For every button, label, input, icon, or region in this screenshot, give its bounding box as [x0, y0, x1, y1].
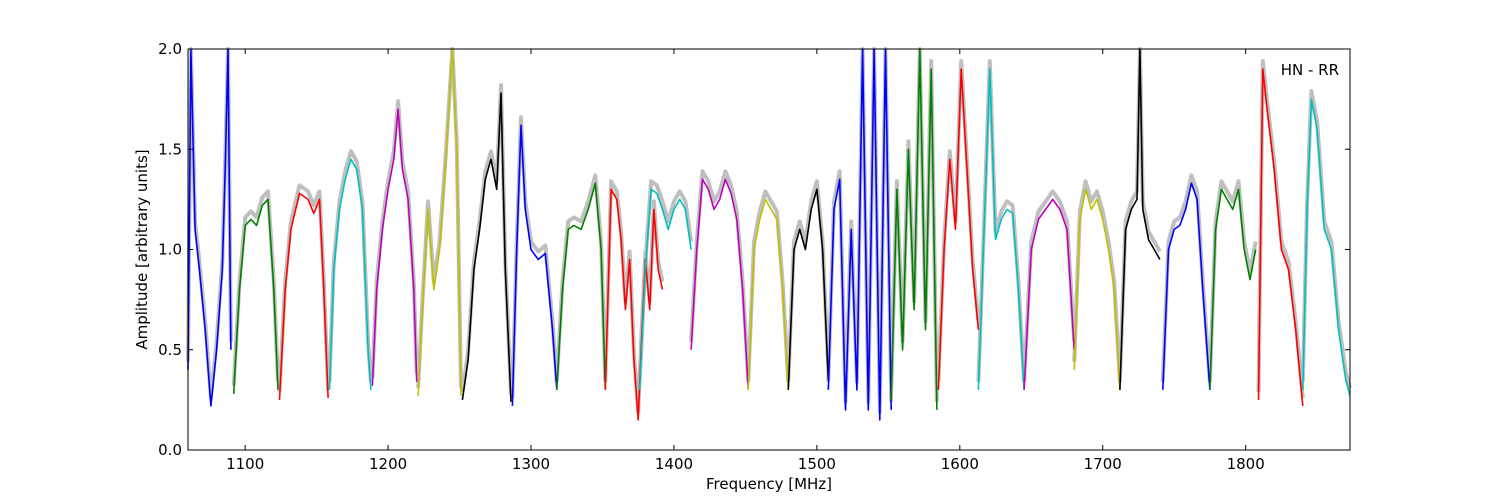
- y-tick-label-1.0: 1.0: [158, 241, 182, 259]
- plot-frame: [187, 48, 1351, 451]
- background-series-line-14: [786, 179, 831, 382]
- x-tick-label-1600: 1600: [941, 455, 979, 473]
- series-segment-line-15: [827, 48, 892, 421]
- background-series-line-23: [1207, 179, 1258, 382]
- background-series-line-24: [1256, 59, 1305, 399]
- plot-annotation: HN - RR: [1281, 61, 1339, 79]
- background-series-line-20: [1072, 179, 1122, 382]
- y-tick-label-0.5: 0.5: [158, 341, 182, 359]
- series-segment-line-16: [890, 48, 938, 410]
- y-tick-label-0.0: 0.0: [158, 441, 182, 459]
- x-axis-label: Frequency [MHz]: [706, 475, 832, 493]
- background-series-line-12: [689, 169, 751, 382]
- series-segment-line-12: [690, 178, 750, 390]
- series-segment-line-24: [1257, 68, 1304, 406]
- series-segment-line-22: [1162, 182, 1211, 390]
- y-tick-label-1.5: 1.5: [158, 140, 182, 158]
- x-tick-label-1200: 1200: [369, 455, 407, 473]
- series-segment-line-10: [604, 188, 664, 421]
- series-segment-line-2: [232, 198, 279, 394]
- background-series-line-19: [1022, 189, 1077, 382]
- series-layer: [187, 48, 1351, 421]
- x-tick-label-1400: 1400: [655, 455, 693, 473]
- series-segment-line-9: [556, 182, 607, 390]
- series-segment-line-13: [747, 198, 790, 390]
- series-segment-line-14: [787, 188, 830, 390]
- series-segment-line-5: [371, 108, 418, 386]
- series-segment-line-25: [1302, 98, 1351, 397]
- series-segment-line-18: [977, 68, 1025, 390]
- series-segment-line-11: [638, 188, 692, 390]
- background-series-layer: [186, 47, 1352, 414]
- x-tick-label-1800: 1800: [1227, 455, 1265, 473]
- y-axis-ticks: 0.0 0.5 1.0 1.5 2.0: [158, 40, 1350, 459]
- series-segment-line-1: [187, 48, 232, 407]
- series-segment-line-6: [417, 48, 462, 396]
- x-tick-label-1500: 1500: [798, 455, 836, 473]
- y-axis-label: Amplitude [arbitrary units]: [133, 149, 151, 349]
- x-tick-label-1100: 1100: [226, 455, 264, 473]
- series-segment-line-19: [1023, 198, 1075, 390]
- series-segment-line-23: [1209, 188, 1257, 390]
- x-tick-label-1300: 1300: [512, 455, 550, 473]
- y-tick-label-2.0: 2.0: [158, 40, 182, 58]
- series-segment-line-7: [461, 92, 512, 402]
- background-series-line-17: [936, 59, 981, 382]
- series-segment-line-8: [511, 124, 558, 406]
- background-series-line-21: [1117, 47, 1162, 382]
- series-segment-line-20: [1073, 188, 1121, 390]
- series-segment-line-17: [937, 68, 980, 390]
- background-series-line-7: [460, 83, 513, 394]
- x-axis-ticks: 1100 1200 1300 1400 1500 1600 1700 1800: [226, 49, 1265, 473]
- series-segment-line-4: [328, 158, 372, 390]
- x-tick-label-1700: 1700: [1084, 455, 1122, 473]
- series-segment-line-3: [278, 192, 329, 400]
